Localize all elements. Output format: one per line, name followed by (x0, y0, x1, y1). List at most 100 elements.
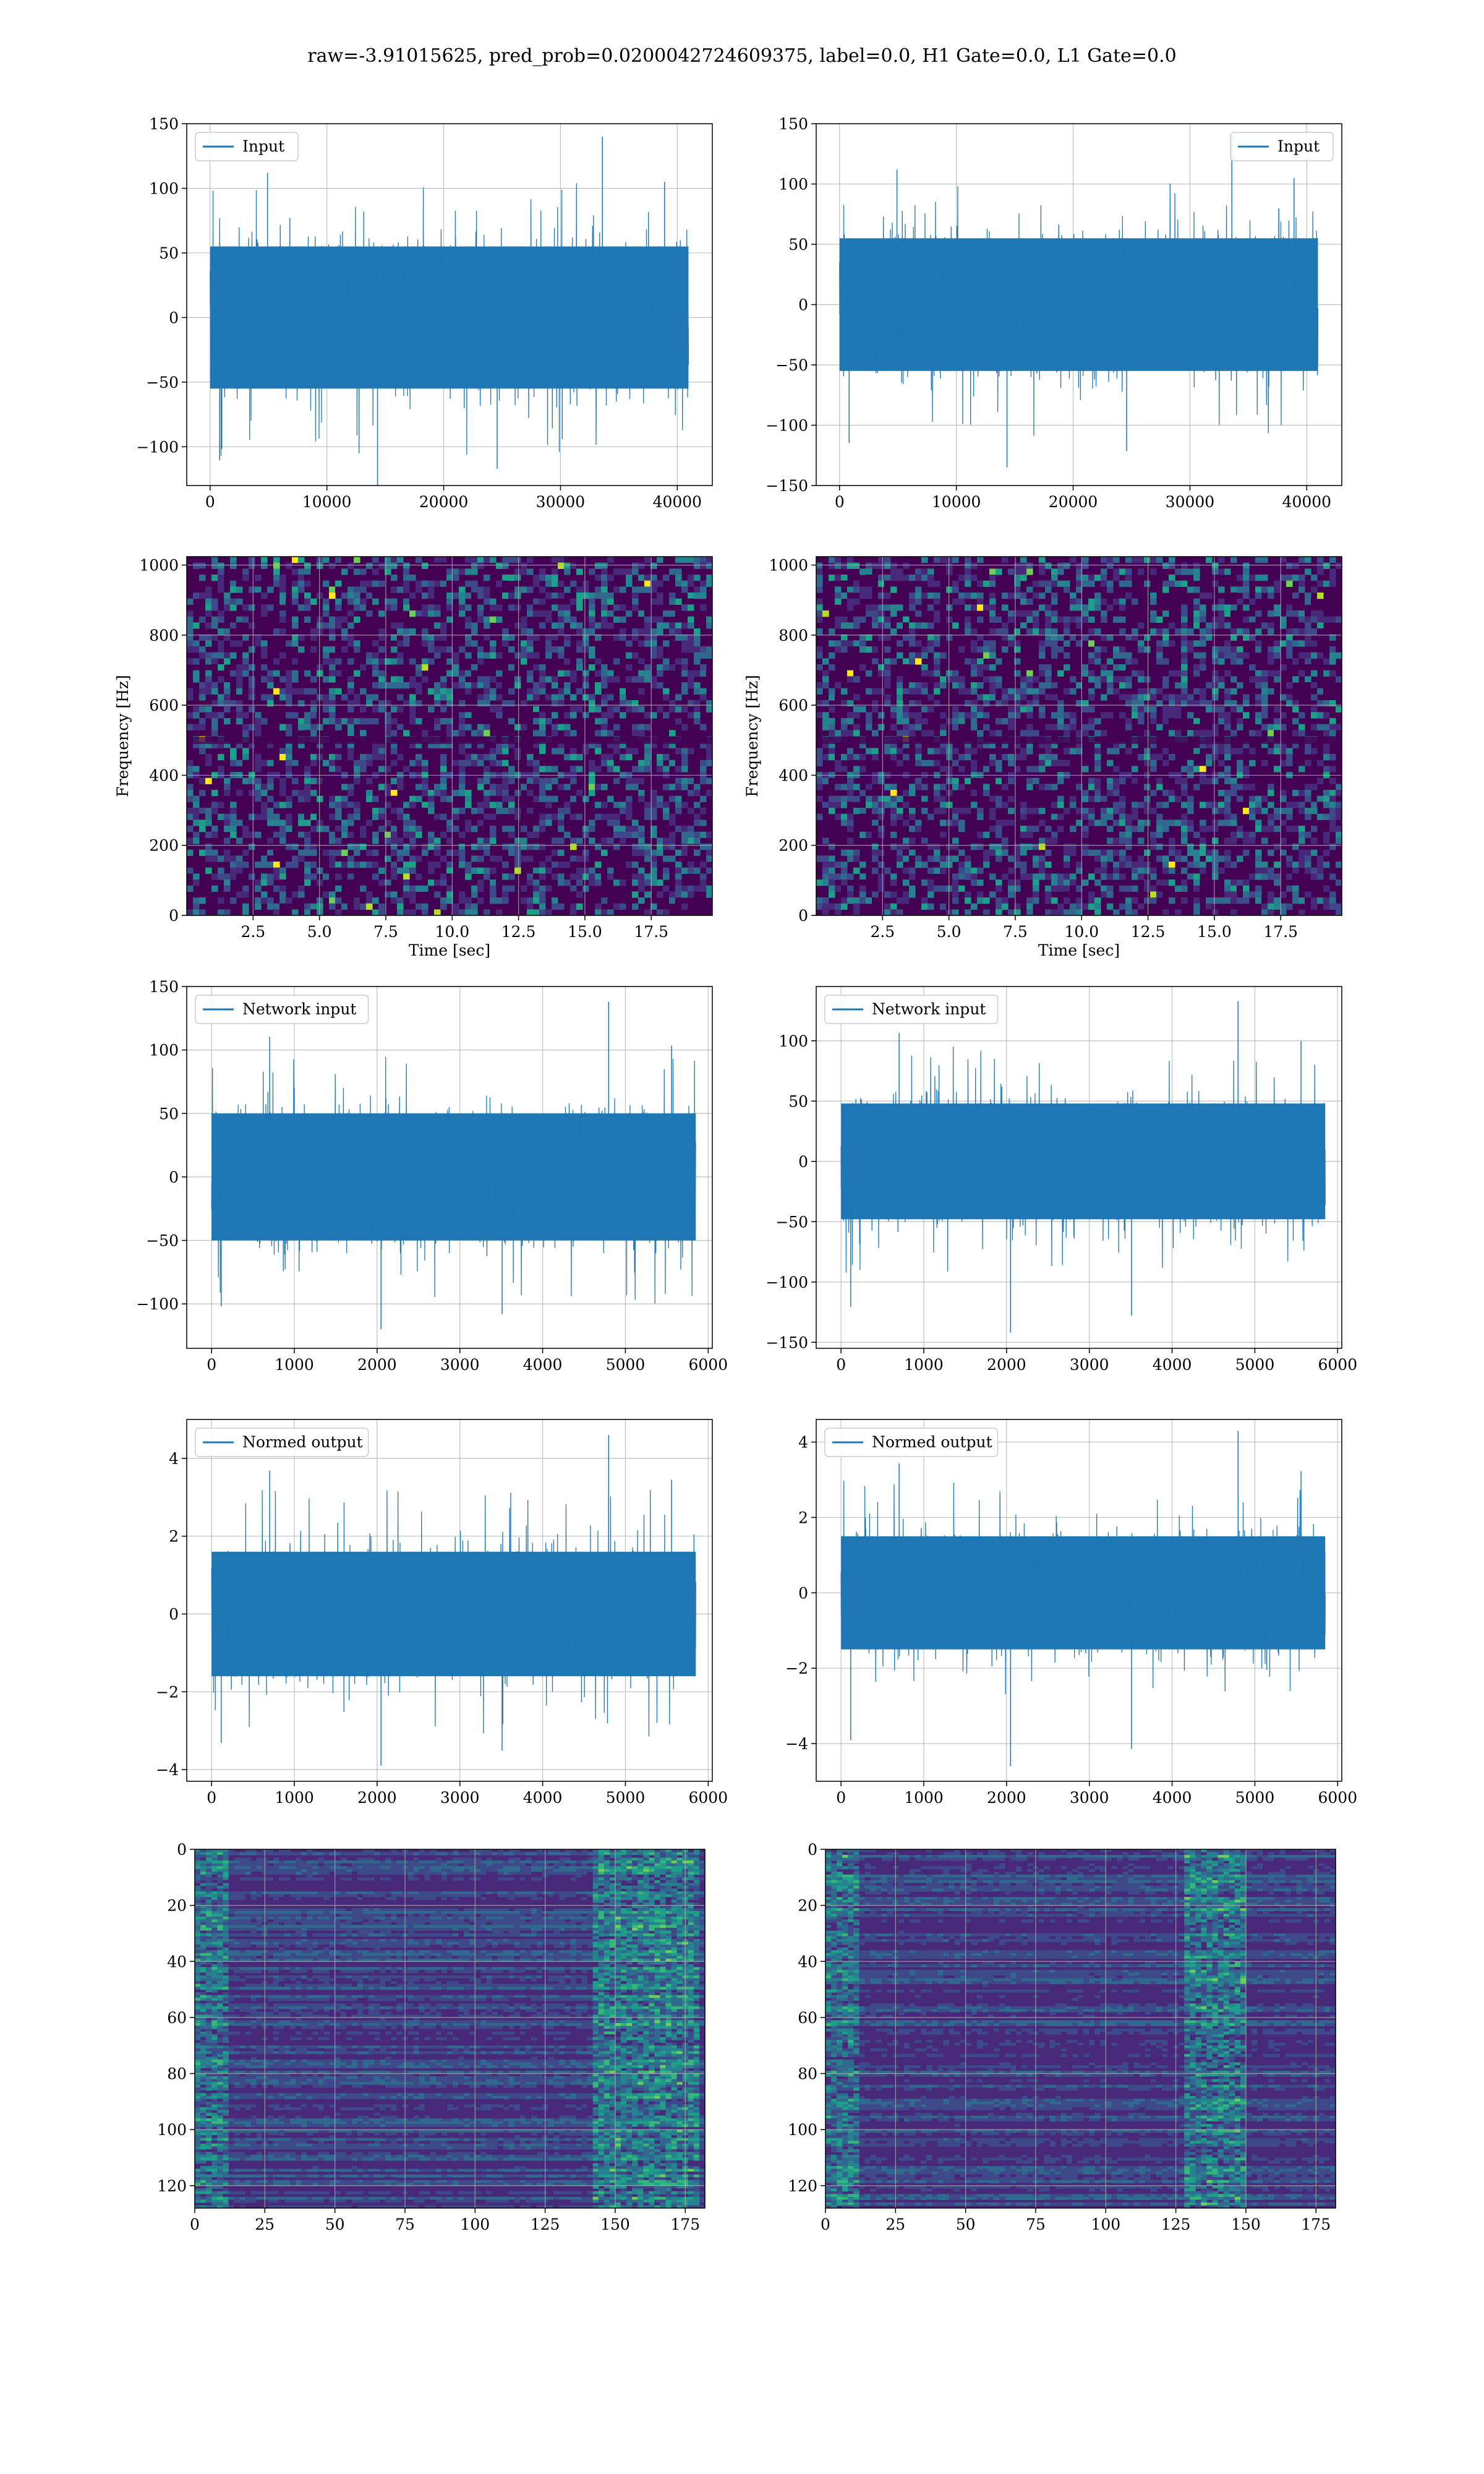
heatmap-cell (576, 640, 583, 646)
heatmap-cell (267, 784, 274, 790)
heatmap-cell (1150, 718, 1157, 724)
heatmap-cell (570, 676, 577, 682)
heatmap-cell (940, 855, 947, 862)
heatmap-cell (965, 628, 971, 635)
heatmap-cell (890, 909, 897, 915)
heatmap-cell (878, 664, 885, 670)
heatmap-cell (224, 873, 231, 880)
heatmap-cell (816, 760, 823, 766)
heatmap-cell (1298, 617, 1305, 623)
heatmap-cell (397, 766, 404, 772)
heatmap-cell (205, 706, 212, 713)
heatmap-cell (1243, 808, 1250, 814)
heatmap-cell (366, 862, 373, 868)
heatmap-cell (304, 617, 311, 623)
heatmap-cell (273, 802, 280, 808)
heatmap-cell (267, 796, 274, 802)
heatmap-cell (323, 646, 330, 653)
heatmap-cell (1200, 617, 1206, 623)
heatmap-cell (915, 682, 922, 688)
heatmap-cell (1336, 880, 1342, 886)
heatmap-cell (1088, 628, 1095, 635)
heatmap-cell (539, 886, 546, 892)
heatmap-cell (378, 676, 385, 682)
heatmap-cell (249, 832, 255, 838)
heatmap-cell (471, 586, 478, 593)
heatmap-cell (965, 622, 971, 628)
heatmap-cell (915, 575, 922, 581)
heatmap-cell (1224, 712, 1231, 718)
heatmap-cell (884, 891, 891, 897)
heatmap-cell (989, 575, 996, 581)
heatmap-cell (453, 670, 459, 677)
heatmap-cell (1138, 712, 1145, 718)
heatmap-cell (539, 748, 546, 754)
heatmap-cell (1125, 886, 1132, 892)
heatmap-cell (317, 814, 323, 820)
heatmap-cell (1026, 712, 1033, 718)
heatmap-cell (1305, 808, 1311, 814)
heatmap-cell (989, 814, 996, 820)
heatmap-cell (193, 796, 200, 802)
heatmap-cell (835, 754, 842, 760)
heatmap-cell (1162, 718, 1169, 724)
heatmap-cell (595, 909, 602, 915)
y-tick-label: 800 (149, 627, 179, 644)
heatmap-cell (1008, 778, 1015, 784)
heatmap-cell (859, 766, 866, 772)
heatmap-cell (878, 850, 885, 856)
heatmap-cell (409, 909, 416, 915)
heatmap-cell (626, 653, 633, 659)
heatmap-cell (1224, 622, 1231, 628)
heatmap-cell (946, 670, 953, 677)
heatmap-cell (971, 778, 978, 784)
heatmap-cell (1224, 909, 1231, 915)
heatmap-cell (329, 850, 336, 856)
heatmap-cell (230, 581, 237, 587)
heatmap-cell (706, 617, 713, 623)
heatmap-cell (940, 802, 947, 808)
heatmap-cell (1286, 802, 1293, 808)
heatmap-cell (403, 712, 410, 718)
heatmap-cell (286, 640, 292, 646)
y-tick-label: −100 (765, 417, 808, 435)
heatmap-cell (1193, 640, 1200, 646)
heatmap-cell (1119, 802, 1126, 808)
heatmap-cell (1162, 610, 1169, 617)
heatmap-cell (1317, 724, 1324, 730)
heatmap-cell (1150, 694, 1157, 700)
heatmap-cell (940, 604, 947, 610)
heatmap-cell (409, 802, 416, 808)
heatmap-cell (1336, 808, 1342, 814)
heatmap-cell (527, 628, 534, 635)
heatmap-cell (286, 622, 292, 628)
heatmap-cell (675, 778, 682, 784)
heatmap-cell (620, 808, 626, 814)
heatmap-cell (829, 563, 835, 569)
heatmap-cell (1039, 628, 1046, 635)
heatmap-cell (1181, 640, 1188, 646)
heatmap-cell (958, 862, 965, 868)
heatmap-cell (558, 873, 565, 880)
heatmap-cell (1101, 610, 1107, 617)
heatmap-cell (366, 593, 373, 599)
heatmap-cell (471, 730, 478, 736)
heatmap-cell (348, 748, 354, 754)
heatmap-cell (1119, 628, 1126, 635)
heatmap-cell (286, 670, 292, 677)
heatmap-cell (921, 718, 928, 724)
heatmap-cell (304, 862, 311, 868)
heatmap-cell (440, 718, 447, 724)
heatmap-cell (496, 808, 503, 814)
heatmap-cell (422, 790, 429, 796)
heatmap-cell (878, 575, 885, 581)
heatmap-cell (663, 640, 670, 646)
heatmap-cell (1292, 706, 1299, 713)
heatmap-cell (1026, 617, 1033, 623)
heatmap-cell (909, 886, 916, 892)
heatmap-cell (409, 868, 416, 874)
heatmap-cell (1212, 909, 1219, 915)
heatmap-cell (440, 826, 447, 832)
heatmap-cell (1237, 658, 1243, 664)
heatmap-cell (688, 622, 694, 628)
